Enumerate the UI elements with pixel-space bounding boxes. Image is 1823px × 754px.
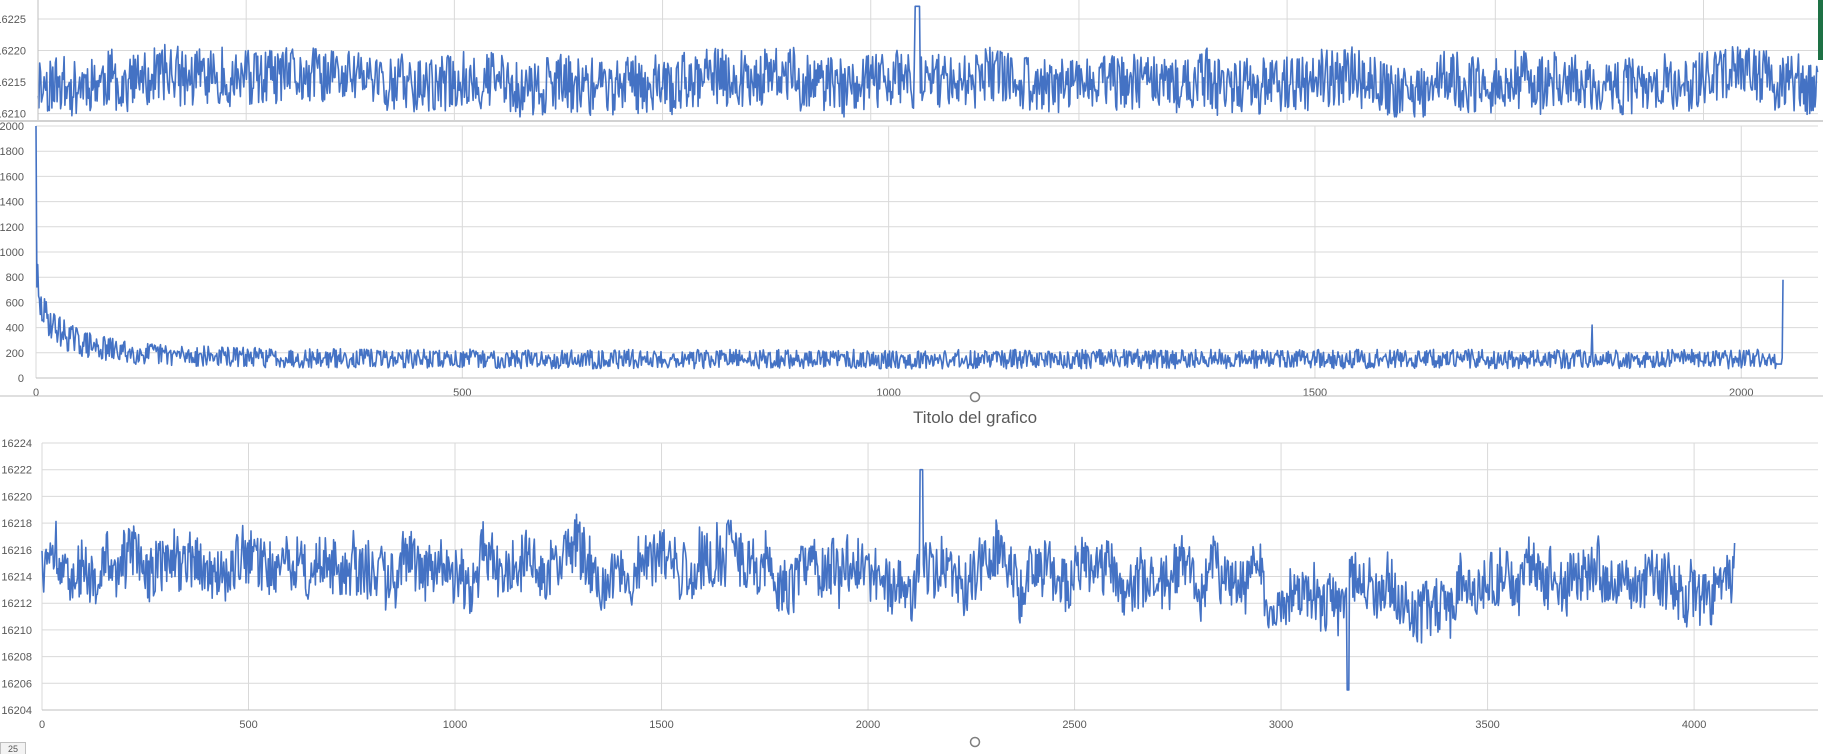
y-tick-label: 1600: [0, 171, 24, 183]
x-tick-label: 500: [453, 387, 471, 399]
y-tick-label: 400: [6, 323, 24, 335]
resize-handle[interactable]: [969, 391, 981, 403]
series-line: [37, 5, 1819, 118]
x-tick-label: 1000: [443, 719, 467, 731]
x-tick-label: 0: [33, 387, 39, 399]
x-tick-label: 2000: [1729, 387, 1753, 399]
x-tick-label: 3500: [1475, 719, 1499, 731]
y-tick-label: 2000: [0, 121, 24, 133]
series-line: [35, 125, 1784, 370]
y-tick-label: 16210: [0, 109, 26, 121]
plot-area: [0, 0, 1823, 122]
x-tick-label: 0: [39, 719, 45, 731]
chart-title: Titolo del grafico: [913, 408, 1037, 427]
y-tick-label: 16204: [1, 705, 32, 717]
y-tick-label: 1000: [0, 247, 24, 259]
x-tick-label: 1500: [649, 719, 673, 731]
y-tick-label: 16212: [1, 598, 32, 610]
y-tick-label: 0: [18, 373, 24, 385]
y-tick-label: 16206: [1, 678, 32, 690]
sheet-edge-strip: [1818, 0, 1823, 60]
x-tick-label: 4000: [1682, 719, 1706, 731]
resize-handle[interactable]: [969, 736, 981, 748]
y-tick-label: 200: [6, 348, 24, 360]
y-tick-label: 600: [6, 297, 24, 309]
y-tick-label: 16215: [0, 77, 26, 89]
y-tick-label: 16210: [1, 625, 32, 637]
y-tick-label: 16222: [1, 465, 32, 477]
chart-top-price[interactable]: 16210 16215 16220 16225: [0, 0, 1823, 122]
x-tick-label: 3000: [1269, 719, 1293, 731]
chart-middle-volume[interactable]: 0 200 400 600 800 1000 1200 1400 1600 1800 2000 0 50…: [0, 121, 1823, 403]
y-tick-label: 16220: [1, 491, 32, 503]
series-line: [41, 468, 1736, 691]
y-tick-label: 16208: [1, 652, 32, 664]
y-tick-label: 16216: [1, 545, 32, 557]
sheet-row-label: 25: [0, 742, 26, 754]
y-tick-label: 800: [6, 272, 24, 284]
y-tick-label: 16218: [1, 518, 32, 530]
x-tick-label: 2500: [1062, 719, 1086, 731]
x-tick-label: 500: [239, 719, 257, 731]
x-tick-label: 1000: [876, 387, 900, 399]
y-tick-label: 1200: [0, 222, 24, 234]
y-tick-label: 1400: [0, 197, 24, 209]
chart-bottom-price[interactable]: 16204 16206 16208 16210 16212 16214 16216 16218…: [1, 438, 1818, 748]
y-tick-label: 16225: [0, 14, 26, 26]
y-tick-label: 16220: [0, 46, 26, 58]
y-tick-label: 16214: [1, 572, 32, 584]
y-tick-label: 16224: [1, 438, 32, 450]
x-tick-label: 1500: [1303, 387, 1327, 399]
y-tick-label: 1800: [0, 146, 24, 158]
x-tick-label: 2000: [856, 719, 880, 731]
